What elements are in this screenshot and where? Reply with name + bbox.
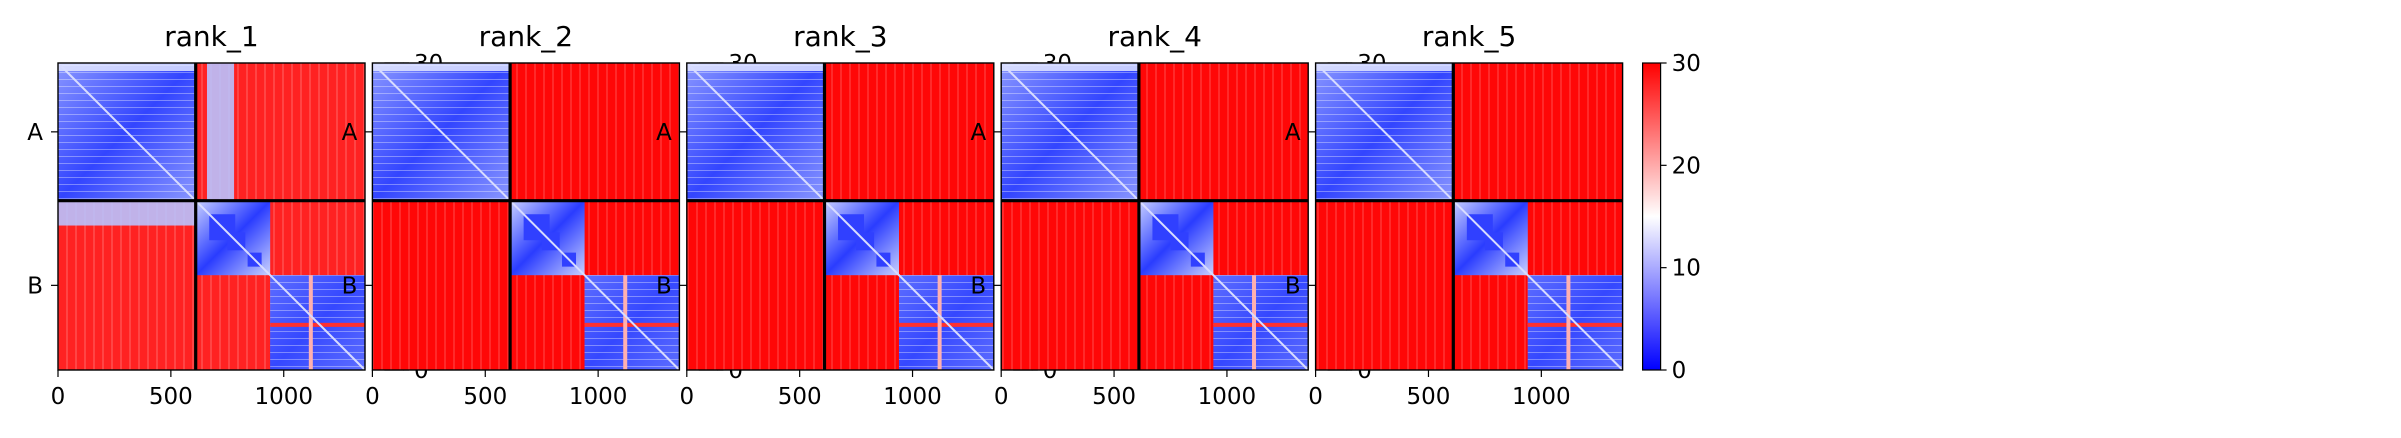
colorbar	[1641, 62, 1662, 371]
y-tick-label-A: A	[970, 120, 986, 146]
domain-band-h	[898, 322, 994, 327]
panel-rank_1: rank_1AB050010000102030	[27, 20, 443, 410]
y-tick-label-B: B	[656, 273, 672, 299]
diagonal	[371, 62, 681, 371]
y-tick-label-A: A	[1285, 120, 1301, 146]
y-tick-label-B: B	[342, 273, 358, 299]
domain-band-h	[270, 322, 365, 327]
panel-title: rank_1	[164, 20, 258, 53]
x-tick-label: 1000	[883, 384, 942, 410]
chain-a-edge	[58, 63, 196, 71]
x-tick-label: 500	[1092, 384, 1136, 410]
y-tick-label-A: A	[342, 120, 358, 146]
colorbar-tick-label: 0	[1672, 358, 1687, 384]
heatmap-frame	[57, 62, 366, 371]
panel-title: rank_4	[1107, 20, 1201, 53]
heatmap-frame	[1000, 62, 1309, 371]
panel-title: rank_3	[793, 20, 887, 53]
y-tick-label-B: B	[1285, 273, 1301, 299]
x-tick-label: 1000	[254, 384, 313, 410]
y-tick-label-A: A	[656, 120, 672, 146]
chain-a-edge	[686, 63, 825, 71]
chain-a-edge	[1001, 63, 1139, 71]
colorbar-tick-label: 30	[1672, 51, 1701, 77]
heatmap-frame	[371, 62, 681, 371]
y-tick-label-A: A	[27, 120, 43, 146]
panel-title: rank_5	[1422, 20, 1516, 53]
heatmap-frame	[1314, 62, 1624, 371]
panel-title: rank_2	[479, 20, 573, 53]
chain-a-edge	[372, 63, 511, 71]
panel-rank_4: rank_4AB050010000102030	[970, 20, 1386, 410]
x-tick-label: 1000	[569, 384, 628, 410]
x-tick-label: 0	[679, 384, 694, 410]
domain-band-v	[1566, 275, 1571, 370]
heatmap-frame	[686, 62, 995, 371]
x-tick-label: 500	[149, 384, 193, 410]
colorbar-tick-label: 10	[1672, 256, 1701, 282]
x-tick-label: 0	[1308, 384, 1323, 410]
chain-a-edge	[1315, 63, 1454, 71]
x-tick-label: 1000	[1198, 384, 1257, 410]
domain-band-v	[937, 275, 942, 370]
domain-band-h	[584, 322, 680, 327]
diagonal	[57, 62, 366, 371]
x-tick-label: 0	[51, 384, 66, 410]
x-tick-label: 500	[1407, 384, 1451, 410]
diagonal	[686, 62, 995, 371]
interface-region-1	[206, 63, 235, 201]
x-tick-label: 500	[778, 384, 822, 410]
colorbar-tick-label: 20	[1672, 153, 1701, 179]
domain-band-v	[623, 275, 628, 370]
domain-band-h	[1527, 322, 1623, 327]
x-tick-label: 500	[463, 384, 507, 410]
x-tick-label: 1000	[1512, 384, 1571, 410]
panel-rank_5: rank_5 A B 0 500 1000 0 10 20 30	[1285, 20, 1701, 410]
x-tick-label: 0	[994, 384, 1009, 410]
domain-band-v	[1252, 275, 1257, 370]
diagonal	[1314, 62, 1624, 371]
y-tick-label-B: B	[970, 273, 986, 299]
y-tick-label-B: B	[27, 273, 43, 299]
diagonal	[1000, 62, 1309, 371]
x-tick-label: 0	[365, 384, 380, 410]
domain-band-h	[1213, 322, 1309, 327]
interface-region-0	[58, 200, 196, 226]
domain-band-v	[308, 275, 313, 370]
